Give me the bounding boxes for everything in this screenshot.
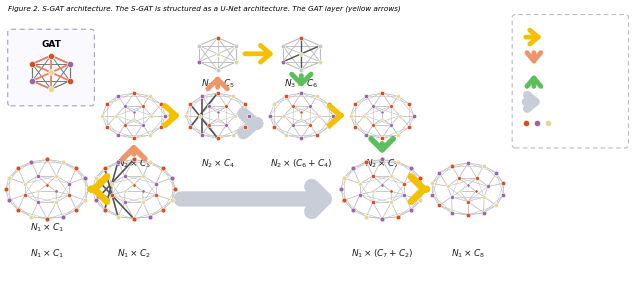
Text: Figure 2. S-GAT architecture. The S-GAT is structured as a U-Net architecture. T: Figure 2. S-GAT architecture. The S-GAT …	[8, 6, 401, 12]
Text: $N_1\times C_2$: $N_1\times C_2$	[117, 247, 150, 260]
Text: GAT: GAT	[552, 32, 569, 41]
Text: $N_1\times(C_7+C_2)$: $N_1\times(C_7+C_2)$	[351, 247, 413, 260]
Text: $N_2\times C_7$: $N_2\times C_7$	[365, 157, 399, 170]
Text: Features: Features	[552, 119, 589, 128]
Text: Skip-connection: Skip-connection	[552, 97, 620, 106]
Text: Pooling: Pooling	[552, 54, 583, 63]
Text: $N_1\times C_1$: $N_1\times C_1$	[30, 247, 64, 260]
Text: $N_1\times C_1$: $N_1\times C_1$	[30, 222, 64, 234]
Text: Unpooling: Unpooling	[552, 76, 595, 85]
Text: $N_2\times C_3$: $N_2\times C_3$	[117, 157, 151, 170]
Text: $N_3\times C_6$: $N_3\times C_6$	[284, 77, 318, 90]
FancyBboxPatch shape	[512, 14, 628, 148]
Text: $N_3\times C_5$: $N_3\times C_5$	[201, 77, 234, 90]
Text: GAT: GAT	[41, 40, 61, 49]
Text: $N_2\times C_4$: $N_2\times C_4$	[200, 157, 235, 170]
FancyBboxPatch shape	[8, 29, 95, 106]
Text: $N_1\times C_8$: $N_1\times C_8$	[451, 247, 484, 260]
Text: $N_2\times(C_6+C_4)$: $N_2\times(C_6+C_4)$	[270, 157, 333, 170]
